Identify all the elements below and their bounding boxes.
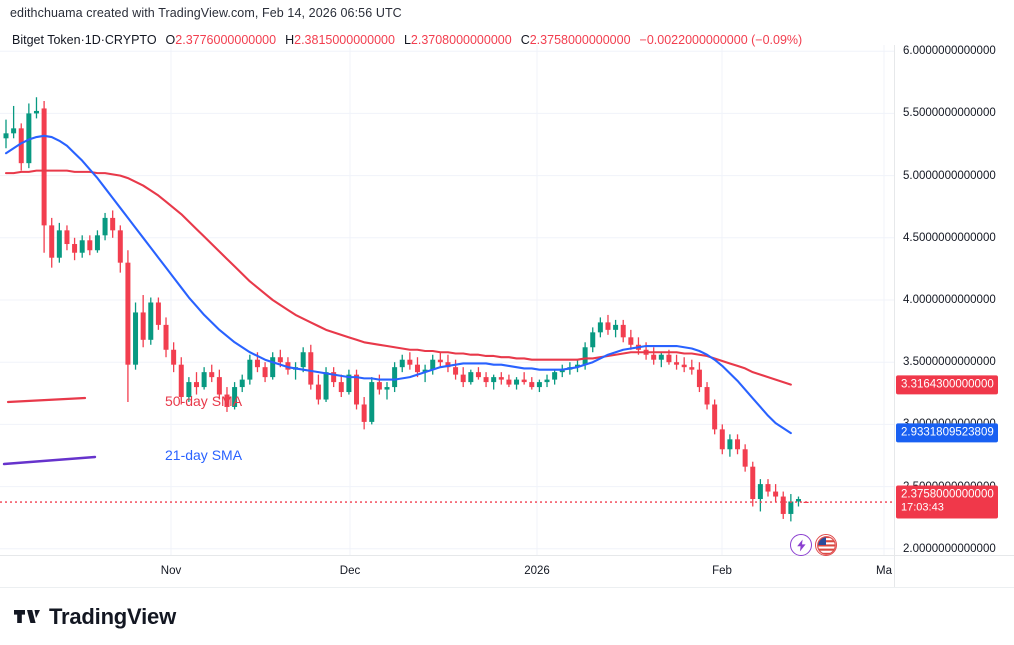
last-price-badge-value: 2.3758000000000 (901, 488, 994, 501)
close-label: C (520, 33, 530, 47)
price-tick-3.5: 3.5000000000000 (903, 356, 996, 369)
price-tick-5.5: 5.5000000000000 (903, 107, 996, 120)
open-value: 2.3776000000000 (175, 33, 277, 47)
chart-plot-area[interactable] (0, 45, 894, 555)
last-price-badge: 2.3758000000000 17:03:43 (896, 485, 998, 519)
change-value: −0.0022000000000 (−0.09%) (639, 33, 803, 47)
footer-bar: TradingView (0, 587, 1014, 645)
footer-brand-name: TradingView (49, 603, 176, 629)
high-label: H (285, 33, 295, 47)
sma21-badge: 2.9331809523809 (896, 423, 998, 443)
time-tick-dec: Dec (339, 565, 361, 577)
close-value: 2.3758000000000 (529, 33, 631, 47)
price-tick-6: 6.0000000000000 (903, 45, 996, 58)
legend-separator-1: · (80, 33, 85, 47)
symbol-legend-bar: Bitget Token · 1D · CRYPTO O 2.3776000000… (12, 33, 802, 47)
tradingview-logo-icon (14, 609, 40, 623)
low-value: 2.3708000000000 (410, 33, 512, 47)
lightning-glyph (796, 539, 806, 551)
sma21-badge-value: 2.9331809523809 (901, 426, 994, 438)
attribution-watermark: edithchuama created with TradingView.com… (10, 6, 402, 20)
last-price-badge-countdown: 17:03:43 (901, 501, 944, 514)
sma50-badge-value: 3.3164300000000 (901, 378, 994, 391)
interval-label[interactable]: 1D (84, 33, 101, 47)
price-tick-4: 4.0000000000000 (903, 294, 996, 306)
time-scale-corner (894, 555, 1014, 588)
exchange-label: CRYPTO (104, 33, 157, 47)
time-tick-ma: Ma (876, 565, 892, 577)
time-tick-nov: Nov (160, 565, 182, 577)
legend-separator-2: · (100, 33, 105, 47)
price-tick-5: 5.0000000000000 (903, 169, 996, 182)
symbol-name[interactable]: Bitget Token (12, 33, 81, 47)
us-flag-icon[interactable] (815, 534, 837, 556)
candlestick-svg (0, 45, 894, 555)
sma50-badge: 3.3164300000000 (896, 375, 998, 395)
low-label: L (403, 33, 411, 47)
time-tick-feb: Feb (712, 565, 732, 577)
us-flag-glyph (816, 535, 836, 555)
annotation-50-day-sma: 50-day SMA (165, 393, 243, 409)
price-tick-4.5: 4.5000000000000 (903, 231, 996, 244)
high-value: 2.3815000000000 (294, 33, 395, 47)
time-tick-2026: 2026 (524, 565, 550, 577)
lightning-icon[interactable] (790, 534, 812, 556)
price-scale[interactable]: 6.0000000000000 5.5000000000000 5.00000000… (894, 45, 1014, 555)
open-label: O (165, 33, 176, 47)
time-scale[interactable]: Nov Dec 2026 Feb Ma (0, 555, 894, 588)
annotation-21-day-sma: 21-day SMA (165, 447, 243, 463)
price-tick-2: 2.0000000000000 (903, 542, 996, 555)
